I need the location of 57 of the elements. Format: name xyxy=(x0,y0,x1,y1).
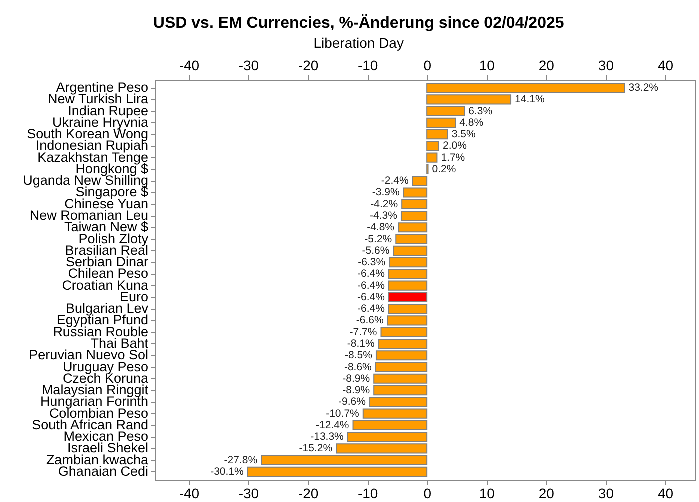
data-label: 2.0% xyxy=(442,140,467,152)
data-label: 1.7% xyxy=(441,152,466,164)
x2-tick-label: 30 xyxy=(598,58,614,74)
x-tick-label: -10 xyxy=(358,486,378,502)
data-label: -3.9% xyxy=(372,186,400,199)
data-label: 4.8% xyxy=(460,116,484,129)
data-label: -15.2% xyxy=(299,442,333,455)
data-label: -6.4% xyxy=(358,280,385,292)
data-label: -8.6% xyxy=(344,361,372,374)
x-tick-label: 20 xyxy=(538,486,555,502)
x-tick-label: -20 xyxy=(298,486,319,502)
data-label: -7.7% xyxy=(350,326,378,338)
data-label: -6.4% xyxy=(358,268,385,280)
x-tick-label: -30 xyxy=(238,486,260,502)
data-label: -9.6% xyxy=(338,396,366,408)
x-tick-label: -40 xyxy=(179,486,200,502)
data-label: -8.9% xyxy=(342,384,370,397)
x2-tick-label: 10 xyxy=(479,58,496,74)
data-label: 14.1% xyxy=(515,94,545,106)
chart-subtitle: Liberation Day xyxy=(314,35,404,51)
data-label: -6.4% xyxy=(358,303,385,316)
y-tick-label: Indian Rupee xyxy=(68,103,148,118)
x2-tick-label: -40 xyxy=(179,58,200,74)
y-tick-label: South African Rand xyxy=(32,417,148,432)
x-tick-label: 30 xyxy=(598,486,614,502)
data-label: 0.2% xyxy=(432,163,456,176)
data-label: -6.3% xyxy=(358,256,386,269)
data-label: -6.4% xyxy=(358,291,385,304)
x-tick-label: 40 xyxy=(658,486,674,502)
data-label: -5.6% xyxy=(362,244,390,257)
x-tick-label: 10 xyxy=(479,486,496,502)
x2-tick-label: -20 xyxy=(298,58,319,74)
y-tick-label: Malaysian Ringgit xyxy=(42,382,149,398)
x2-tick-label: -30 xyxy=(238,58,260,74)
data-label: -8.9% xyxy=(342,372,370,385)
data-label: -5.2% xyxy=(364,233,392,246)
data-label: 3.5% xyxy=(452,128,476,141)
data-label: -30.1% xyxy=(210,466,244,478)
data-label: -4.2% xyxy=(370,198,398,210)
chart-title: USD vs. EM Currencies, %-Änderung since 02/04/2025 xyxy=(153,14,564,32)
data-label: -8.5% xyxy=(345,350,372,362)
x2-tick-label: -10 xyxy=(358,58,378,74)
x-tick-label: 0 xyxy=(424,486,432,502)
data-label: -6.6% xyxy=(356,314,384,327)
data-label: 6.3% xyxy=(468,105,493,118)
data-label: -10.7% xyxy=(326,408,360,420)
data-label: -27.8% xyxy=(224,454,258,466)
x2-tick-label: 20 xyxy=(538,58,555,74)
x2-tick-label: 40 xyxy=(658,58,674,74)
data-label: 33.2% xyxy=(628,82,659,94)
data-label: -8.1% xyxy=(347,338,375,350)
data-label: -2.4% xyxy=(381,175,409,188)
x2-tick-label: 0 xyxy=(424,58,432,74)
data-label: -13.3% xyxy=(310,431,344,444)
data-label: -4.8% xyxy=(367,222,395,234)
data-label: -4.3% xyxy=(370,210,398,222)
data-label: -12.4% xyxy=(316,419,350,432)
